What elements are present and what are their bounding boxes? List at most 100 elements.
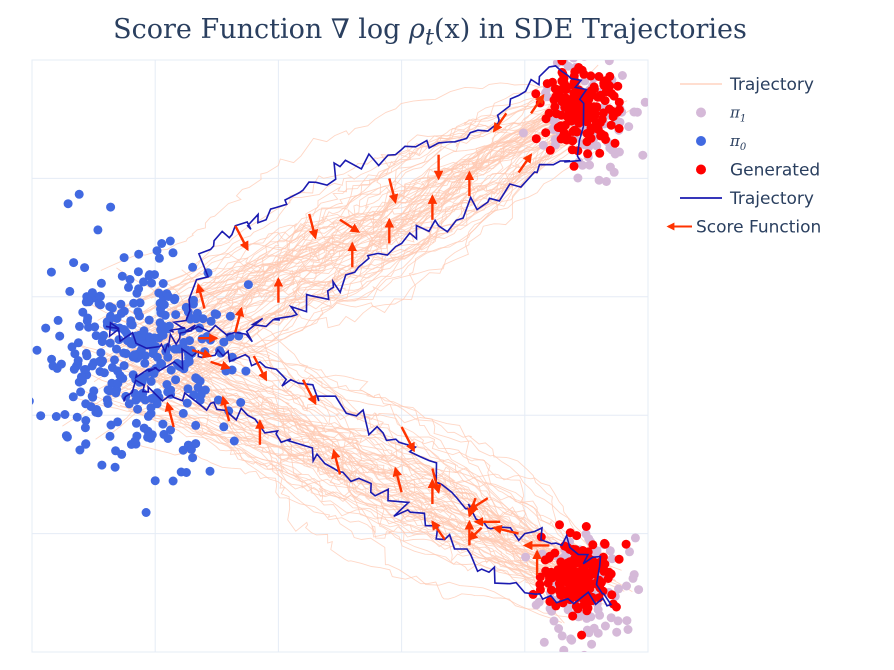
point-0-1-3 (625, 547, 634, 557)
point-1-0-220 (117, 271, 127, 281)
point-1-0-182 (163, 434, 173, 443)
point-2-0-130 (557, 110, 566, 120)
trajectory-path-1-17 (238, 312, 570, 561)
point-1-0-70 (119, 361, 129, 371)
trajectory-path-1-60 (154, 305, 612, 553)
point-1-0-290 (150, 476, 160, 486)
legend-item-1[interactable]: π1 (696, 104, 746, 125)
point-0-0-45 (604, 60, 614, 66)
point-1-0-321 (83, 313, 93, 323)
legend-item-5[interactable]: Score Function (666, 218, 821, 238)
legend-item-2[interactable]: π0 (696, 132, 747, 153)
point-2-1-96 (583, 603, 593, 613)
score-arrow-35 (431, 520, 446, 541)
point-0-1-77 (559, 645, 569, 652)
trajectory-path-1-34 (127, 441, 593, 577)
legend-swatch-marker (696, 136, 706, 146)
score-arrows (164, 93, 550, 575)
point-1-0-174 (198, 314, 208, 324)
point-2-0-177 (595, 118, 605, 128)
point-1-0-154 (98, 356, 108, 366)
point-1-0-299 (157, 239, 167, 248)
point-1-0-317 (133, 404, 143, 414)
point-0-1-53 (630, 533, 640, 543)
point-1-0-25 (236, 398, 246, 407)
legend-label: Trajectory (729, 75, 814, 95)
point-2-0-171 (596, 131, 606, 141)
point-1-0-164 (81, 439, 91, 449)
point-1-0-211 (81, 416, 91, 425)
point-1-0-303 (188, 262, 198, 272)
point-1-0-310 (105, 315, 115, 324)
point-1-0-229 (184, 357, 194, 367)
point-0-0-90 (607, 145, 617, 155)
point-1-0-99 (60, 410, 70, 419)
point-0-1-63 (563, 605, 573, 615)
legend[interactable]: Trajectory π1 π0 Generated Trajectory Score F… (666, 75, 821, 238)
point-1-0-208 (74, 189, 84, 199)
point-2-0-139 (544, 108, 554, 118)
point-2-0-116 (548, 77, 557, 87)
point-2-0-155 (565, 113, 575, 123)
point-0-0-84 (518, 128, 528, 138)
point-2-0-71 (604, 104, 614, 114)
score-arrow-17 (210, 360, 231, 371)
point-1-0-322 (95, 291, 105, 301)
point-0-1-71 (607, 554, 617, 564)
point-2-0-157 (586, 71, 596, 81)
point-1-0-10 (229, 436, 239, 446)
trajectory-path-1-43 (123, 405, 577, 591)
legend-item-4[interactable]: Trajectory (680, 189, 814, 209)
legend-item-0[interactable]: Trajectory (680, 75, 814, 95)
point-2-1-145 (535, 585, 545, 595)
point-0-1-41 (600, 655, 609, 664)
point-1-0-86 (110, 355, 119, 365)
point-1-0-143 (91, 331, 101, 341)
point-1-0-140 (32, 397, 34, 405)
point-1-0-161 (112, 344, 121, 354)
point-0-0-36 (607, 51, 616, 60)
trajectory-path-1-59 (154, 339, 585, 579)
point-2-1-167 (563, 573, 572, 583)
point-2-1-38 (588, 540, 598, 550)
point-2-1-179 (582, 569, 592, 579)
point-1-0-316 (140, 358, 150, 368)
point-2-0-147 (552, 85, 562, 95)
score-arrow-24 (331, 448, 342, 475)
point-1-0-95 (133, 267, 143, 277)
point-1-0-288 (80, 423, 90, 433)
point-1-0-165 (205, 466, 215, 476)
point-0-0-86 (580, 76, 590, 86)
score-arrow-2 (339, 218, 361, 233)
point-1-0-125 (96, 348, 106, 358)
point-1-0-237 (110, 462, 120, 472)
point-1-0-261 (243, 280, 253, 290)
point-1-0-285 (170, 344, 180, 354)
point-1-0-289 (143, 411, 153, 421)
point-1-0-112 (168, 248, 178, 258)
point-2-0-127 (605, 71, 615, 81)
point-1-0-130 (144, 315, 154, 325)
score-arrow-3 (388, 178, 399, 204)
point-2-0-121 (599, 81, 609, 90)
point-1-0-262 (137, 377, 147, 387)
point-1-0-200 (206, 316, 216, 326)
score-arrow-13 (234, 306, 245, 333)
trajectory-path-0-57 (151, 98, 587, 332)
point-1-0-176 (106, 420, 116, 430)
point-1-0-121 (191, 420, 201, 430)
legend-item-3[interactable]: Generated (696, 161, 820, 181)
point-1-0-258 (189, 295, 198, 305)
point-2-1-169 (598, 563, 608, 573)
point-2-1-150 (569, 586, 579, 596)
point-0-1-36 (623, 625, 633, 634)
point-1-0-224 (143, 432, 153, 442)
point-1-0-196 (215, 346, 225, 355)
trajectory-path-1-66 (115, 390, 579, 583)
point-1-0-274 (105, 431, 115, 441)
point-1-0-185 (118, 373, 128, 383)
point-1-0-312 (63, 199, 73, 209)
point-0-1-98 (602, 663, 611, 670)
score-arrow-6 (530, 93, 545, 114)
point-2-0-94 (614, 105, 624, 115)
